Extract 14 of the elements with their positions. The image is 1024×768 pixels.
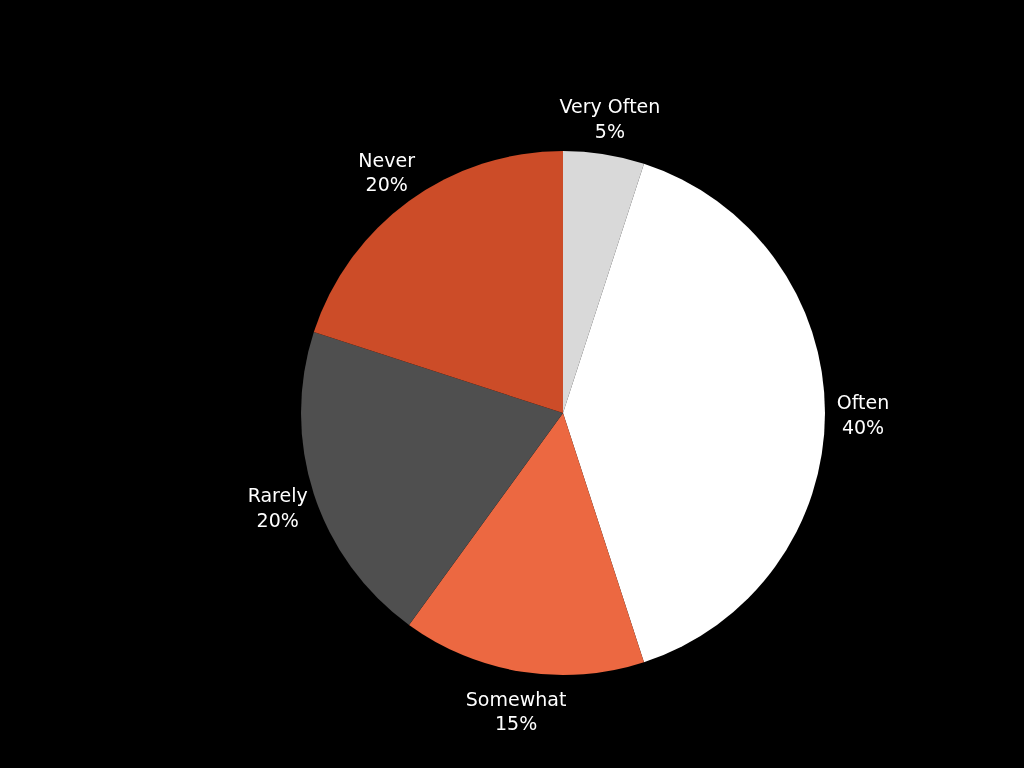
slice-label: Often [836, 391, 890, 414]
slice-label: Somewhat [465, 687, 567, 710]
data-label: 20% [365, 173, 408, 196]
data-label: 15% [494, 712, 538, 735]
pie-slice [563, 163, 825, 663]
data-label: 20% [256, 508, 299, 531]
pie-slice [409, 413, 644, 675]
pie-slice [563, 151, 644, 413]
slice-label: Rarely [247, 483, 308, 506]
pie-slice [313, 151, 563, 413]
slice-label: Very Often [559, 94, 661, 117]
data-label: 40% [841, 415, 885, 438]
slice-label: Never [358, 148, 416, 171]
data-label: 5% [594, 119, 626, 142]
